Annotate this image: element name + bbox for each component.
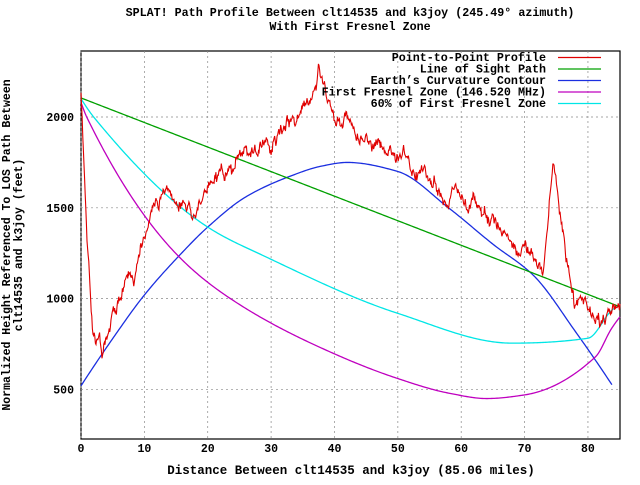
svg-text:With First Fresnel Zone: With First Fresnel Zone [269,20,430,34]
svg-text:0: 0 [78,443,85,456]
svg-text:40: 40 [328,443,342,456]
svg-text:Distance Between clt14535 and: Distance Between clt14535 and k3joy (85.… [167,464,535,478]
svg-text:70: 70 [518,443,532,456]
svg-text:500: 500 [53,384,74,397]
svg-text:SPLAT! Path Profile Between cl: SPLAT! Path Profile Between clt14535 and… [126,6,575,20]
svg-text:50: 50 [391,443,405,456]
svg-text:30: 30 [264,443,278,456]
svg-text:80: 80 [581,443,595,456]
svg-text:20: 20 [201,443,215,456]
svg-text:1000: 1000 [46,294,74,307]
svg-text:2000: 2000 [46,112,74,125]
svg-text:clt14535 and k3joy (feet): clt14535 and k3joy (feet) [13,159,26,332]
svg-text:1500: 1500 [46,203,74,216]
svg-text:60: 60 [454,443,468,456]
svg-text:10: 10 [137,443,151,456]
svg-text:60% of First Fresnel Zone: 60% of First Fresnel Zone [371,97,546,111]
